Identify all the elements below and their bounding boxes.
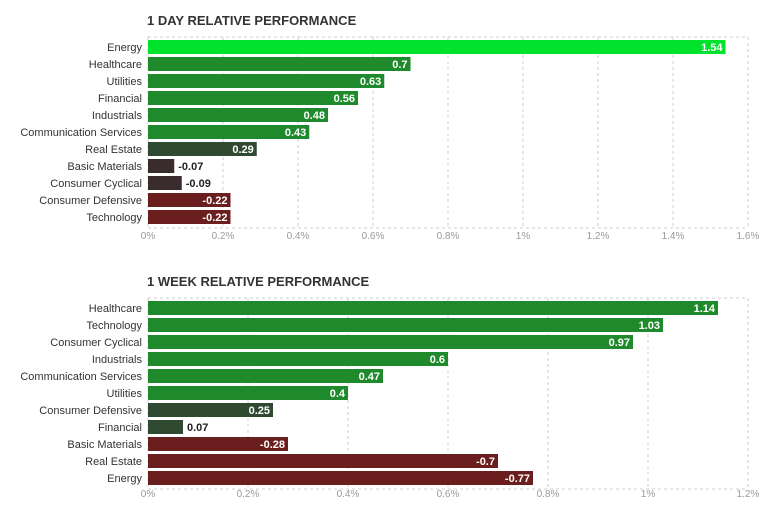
bar bbox=[148, 142, 257, 156]
category-label: Consumer Defensive bbox=[39, 405, 142, 417]
bar bbox=[148, 335, 633, 349]
value-label: -0.28 bbox=[260, 439, 285, 451]
category-label: Healthcare bbox=[89, 59, 142, 71]
bar bbox=[148, 125, 310, 139]
category-label: Financial bbox=[98, 422, 142, 434]
bar bbox=[148, 318, 663, 332]
category-label: Real Estate bbox=[85, 456, 142, 468]
value-label: 0.07 bbox=[187, 422, 208, 434]
value-label: 1.03 bbox=[639, 320, 660, 332]
x-tick-label: 1% bbox=[516, 231, 531, 242]
bar bbox=[148, 386, 348, 400]
bar bbox=[148, 91, 358, 105]
value-label: 0.29 bbox=[232, 144, 253, 156]
x-tick-label: 0.6% bbox=[362, 231, 385, 242]
category-label: Consumer Cyclical bbox=[50, 178, 142, 190]
value-label: -0.77 bbox=[505, 473, 530, 485]
bar bbox=[148, 193, 231, 207]
bar bbox=[148, 454, 498, 468]
category-label: Communication Services bbox=[20, 127, 142, 139]
value-label: 0.25 bbox=[249, 405, 270, 417]
value-label: 0.48 bbox=[304, 110, 325, 122]
x-tick-label: 0.8% bbox=[437, 231, 460, 242]
value-label: 0.63 bbox=[360, 76, 381, 88]
bar bbox=[148, 176, 182, 190]
x-tick-label: 0.4% bbox=[287, 231, 310, 242]
value-label: 0.43 bbox=[285, 127, 306, 139]
value-label: 1.54 bbox=[701, 42, 723, 54]
chart-title-1week: 1 WEEK RELATIVE PERFORMANCE bbox=[147, 274, 370, 289]
category-label: Industrials bbox=[92, 354, 143, 366]
category-label: Real Estate bbox=[85, 144, 142, 156]
bar bbox=[148, 301, 718, 315]
value-label: -0.07 bbox=[178, 161, 203, 173]
bar bbox=[148, 57, 411, 71]
value-label: -0.22 bbox=[202, 195, 227, 207]
value-label: 0.56 bbox=[334, 93, 355, 105]
value-label: 0.7 bbox=[392, 59, 407, 71]
bar bbox=[148, 159, 175, 173]
category-label: Consumer Defensive bbox=[39, 195, 142, 207]
x-tick-label: 1% bbox=[641, 489, 656, 500]
bar bbox=[148, 352, 448, 366]
value-label: -0.09 bbox=[186, 178, 211, 190]
category-label: Technology bbox=[86, 320, 142, 332]
x-tick-label: 0% bbox=[141, 489, 156, 500]
x-tick-label: 0.2% bbox=[212, 231, 235, 242]
x-tick-label: 0.8% bbox=[537, 489, 560, 500]
category-label: Utilities bbox=[107, 76, 143, 88]
bar-chart-1day: 0% 0.2% 0.4% 0.6% 0.8% 1% 1.2% 1.4% 1.6% Energy 1.… bbox=[20, 36, 760, 242]
value-label: -0.22 bbox=[202, 212, 227, 224]
x-tick-label: 1.2% bbox=[737, 489, 760, 500]
value-label: 0.6 bbox=[430, 354, 445, 366]
bar bbox=[148, 74, 385, 88]
x-tick-label: 0.4% bbox=[337, 489, 360, 500]
category-label: Energy bbox=[107, 42, 142, 54]
bar bbox=[148, 369, 383, 383]
chart-title-1day: 1 DAY RELATIVE PERFORMANCE bbox=[147, 13, 357, 28]
value-label: 1.14 bbox=[694, 303, 716, 315]
bar bbox=[148, 210, 231, 224]
x-tick-label: 0.2% bbox=[237, 489, 260, 500]
category-label: Basic Materials bbox=[67, 161, 142, 173]
value-label: -0.7 bbox=[476, 456, 495, 468]
x-tick-label: 1.4% bbox=[662, 231, 685, 242]
category-label: Utilities bbox=[107, 388, 143, 400]
x-tick-label: 0% bbox=[141, 231, 156, 242]
value-label: 0.97 bbox=[609, 337, 630, 349]
value-label: 0.4 bbox=[330, 388, 346, 400]
x-tick-label: 1.2% bbox=[587, 231, 610, 242]
category-label: Financial bbox=[98, 93, 142, 105]
bar bbox=[148, 40, 726, 54]
value-label: 0.47 bbox=[359, 371, 380, 383]
bar bbox=[148, 420, 183, 434]
category-label: Technology bbox=[86, 212, 142, 224]
category-label: Industrials bbox=[92, 110, 143, 122]
bar bbox=[148, 437, 288, 451]
category-label: Communication Services bbox=[20, 371, 142, 383]
bar bbox=[148, 403, 273, 417]
bar bbox=[148, 108, 328, 122]
category-label: Energy bbox=[107, 473, 142, 485]
category-label: Healthcare bbox=[89, 303, 142, 315]
x-tick-label: 1.6% bbox=[737, 231, 760, 242]
category-label: Basic Materials bbox=[67, 439, 142, 451]
bar bbox=[148, 471, 533, 485]
category-label: Consumer Cyclical bbox=[50, 337, 142, 349]
x-tick-label: 0.6% bbox=[437, 489, 460, 500]
